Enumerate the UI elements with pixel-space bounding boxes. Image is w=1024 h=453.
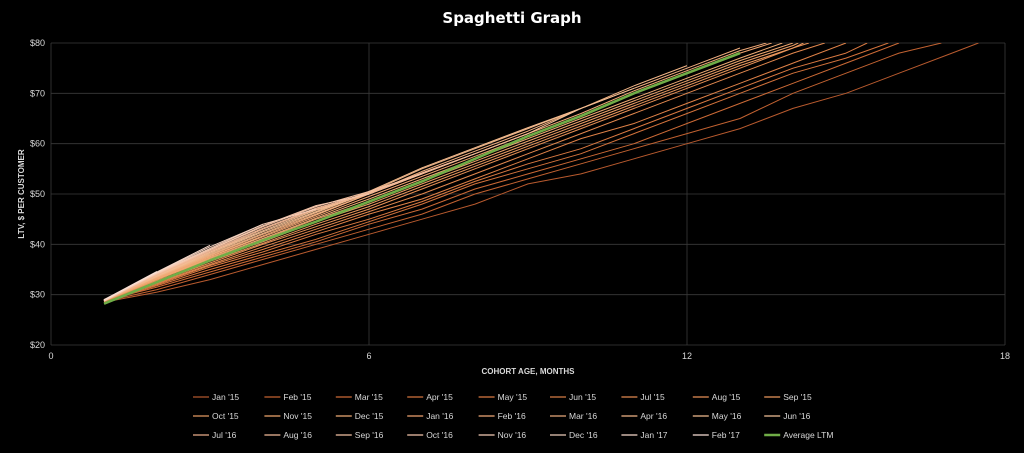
y-tick-label: $30	[30, 290, 45, 300]
legend-item: Jul '15	[621, 392, 665, 402]
legend: Jan '15 Feb '15 Mar '15 Apr '15 May '15 Jun '…	[193, 392, 833, 440]
legend-item: Jan '16	[407, 411, 454, 421]
y-tick-label: $70	[30, 88, 45, 98]
legend-label: May '15	[498, 392, 528, 402]
legend-label: Sep '16	[355, 430, 384, 440]
legend-item: Jun '15	[550, 392, 596, 402]
legend-label: Jul '16	[212, 430, 237, 440]
legend-item: Nov '15	[264, 411, 312, 421]
x-tick-label: 18	[1000, 351, 1010, 361]
legend-label: Mar '16	[569, 411, 597, 421]
series-lines	[103, 43, 979, 305]
legend-item: May '16	[692, 411, 742, 421]
legend-item: Apr '16	[621, 411, 667, 421]
y-tick-label: $40	[30, 239, 45, 249]
x-tick-label: 12	[682, 351, 692, 361]
legend-item: Feb '15	[264, 392, 312, 402]
legend-item: Average LTM	[764, 430, 833, 440]
legend-label: Nov '15	[283, 411, 312, 421]
legend-item: Sep '16	[335, 430, 384, 440]
legend-label: Jun '15	[569, 392, 596, 402]
series-line-3	[103, 43, 889, 302]
legend-item: Mar '16	[550, 411, 597, 421]
y-tick-label: $50	[30, 189, 45, 199]
legend-label: Oct '16	[426, 430, 453, 440]
series-line-19	[103, 153, 476, 302]
chart-title: Spaghetti Graph	[442, 9, 581, 27]
y-tick-label: $60	[30, 139, 45, 149]
legend-item: Feb '17	[692, 430, 740, 440]
series-line-2	[103, 43, 900, 302]
legend-label: Feb '16	[498, 411, 526, 421]
series-line-4	[103, 43, 868, 301]
legend-label: Aug '16	[283, 430, 312, 440]
legend-item: Jan '15	[193, 392, 239, 402]
series-line-7	[103, 43, 810, 302]
legend-label: Dec '15	[355, 411, 384, 421]
series-line-8	[103, 43, 804, 301]
legend-item: Jun '16	[764, 411, 811, 421]
legend-label: Apr '16	[640, 411, 667, 421]
x-tick-label: 6	[366, 351, 371, 361]
legend-item: Oct '15	[193, 411, 239, 421]
legend-label: Jun '16	[783, 411, 810, 421]
series-line-0	[103, 43, 979, 303]
legend-item: Apr '15	[407, 392, 453, 402]
legend-item: Nov '16	[478, 430, 527, 440]
legend-label: Dec '16	[569, 430, 598, 440]
legend-item: Aug '15	[692, 392, 741, 402]
y-tick-label: $20	[30, 340, 45, 350]
series-line-1	[103, 43, 942, 303]
legend-label: Jan '17	[640, 430, 667, 440]
gridlines	[50, 42, 1006, 346]
legend-label: May '16	[712, 411, 742, 421]
legend-label: Jan '16	[426, 411, 453, 421]
x-axis-title: COHORT AGE, MONTHS	[481, 367, 575, 376]
legend-item: Dec '16	[550, 430, 598, 440]
legend-label: Feb '17	[712, 430, 740, 440]
x-tick-label: 0	[48, 351, 53, 361]
series-line-26	[103, 51, 741, 305]
axis-ticks: $20 $30 $40 $50 $60 $70 $80 0 6 12 18	[30, 38, 1010, 361]
legend-item: Feb '16	[478, 411, 526, 421]
y-tick-label: $80	[30, 38, 45, 48]
legend-label: Feb '15	[283, 392, 311, 402]
legend-item: Jul '16	[193, 430, 237, 440]
legend-item: Aug '16	[264, 430, 312, 440]
legend-item: May '15	[478, 392, 528, 402]
legend-label: Jul '15	[640, 392, 665, 402]
legend-item: Jan '17	[621, 430, 668, 440]
legend-item: Sep '15	[764, 392, 812, 402]
series-line-5	[103, 43, 847, 301]
legend-label: Apr '15	[426, 392, 453, 402]
legend-label: Sep '15	[783, 392, 812, 402]
legend-item: Mar '15	[335, 392, 383, 402]
legend-label: Jan '15	[212, 392, 239, 402]
series-line-6	[103, 43, 825, 303]
legend-label: Average LTM	[783, 430, 833, 440]
legend-label: Aug '15	[712, 392, 741, 402]
legend-label: Oct '15	[212, 411, 239, 421]
legend-label: Nov '16	[498, 430, 527, 440]
legend-label: Mar '15	[355, 392, 383, 402]
series-line-25	[103, 271, 158, 301]
y-axis-title: LTV, $ PER CUSTOMER	[17, 149, 26, 238]
legend-item: Dec '15	[335, 411, 384, 421]
legend-item: Oct '16	[407, 430, 453, 440]
